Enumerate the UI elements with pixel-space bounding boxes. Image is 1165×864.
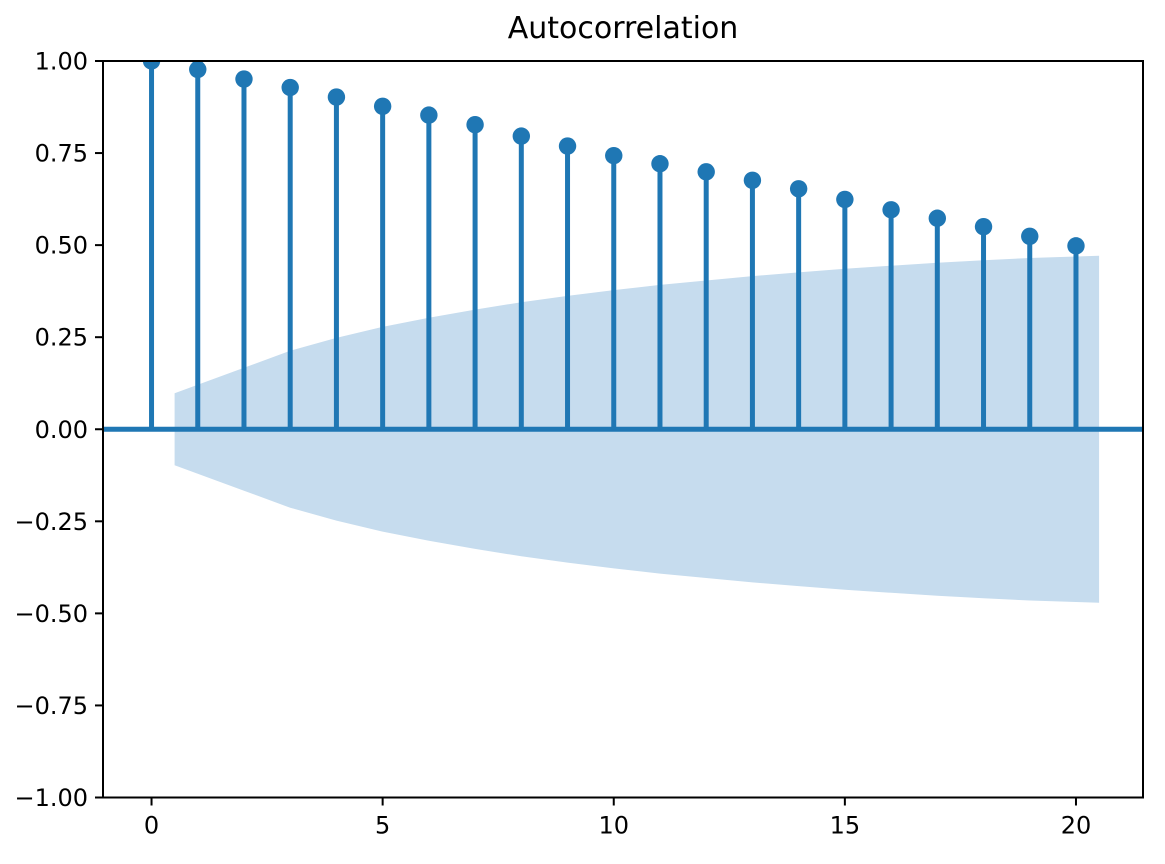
acf-marker	[882, 201, 900, 219]
acf-marker	[327, 88, 346, 106]
acf-marker	[558, 137, 577, 155]
acf-marker	[466, 116, 484, 134]
acf-marker	[836, 190, 854, 209]
acf-marker	[743, 171, 762, 190]
acf-marker	[420, 106, 438, 124]
x-tick-label: 5	[375, 812, 390, 840]
y-tick-label: −0.75	[14, 692, 88, 720]
y-tick-label: 0.00	[35, 416, 88, 444]
x-tick-label: 20	[1061, 812, 1092, 840]
y-tick-label: −0.25	[14, 508, 88, 536]
x-tick-label: 0	[144, 812, 159, 840]
acf-marker	[235, 70, 253, 88]
y-tick-label: 0.25	[35, 324, 88, 352]
acf-marker	[928, 209, 947, 227]
x-tick-label: 10	[598, 812, 629, 840]
acf-marker	[789, 180, 808, 198]
acf-marker	[189, 61, 207, 79]
y-tick-label: −1.00	[14, 784, 88, 812]
acf-marker	[697, 163, 715, 181]
acf-marker	[1067, 237, 1085, 255]
y-tick-label: 0.75	[35, 140, 88, 168]
y-tick-label: 1.00	[35, 48, 88, 76]
acf-marker	[373, 97, 392, 115]
acf-marker	[512, 127, 531, 145]
acf-marker	[1021, 227, 1039, 245]
y-tick-label: 0.50	[35, 232, 88, 260]
acf-marker	[651, 155, 669, 173]
y-tick-label: −0.50	[14, 600, 88, 628]
chart-title: Autocorrelation	[507, 11, 739, 46]
acf-marker	[142, 61, 161, 70]
x-tick-label: 15	[830, 812, 861, 840]
acf-marker	[974, 218, 993, 236]
acf-marker	[281, 78, 299, 97]
acf-marker	[605, 146, 623, 165]
plot-area	[103, 61, 1143, 603]
